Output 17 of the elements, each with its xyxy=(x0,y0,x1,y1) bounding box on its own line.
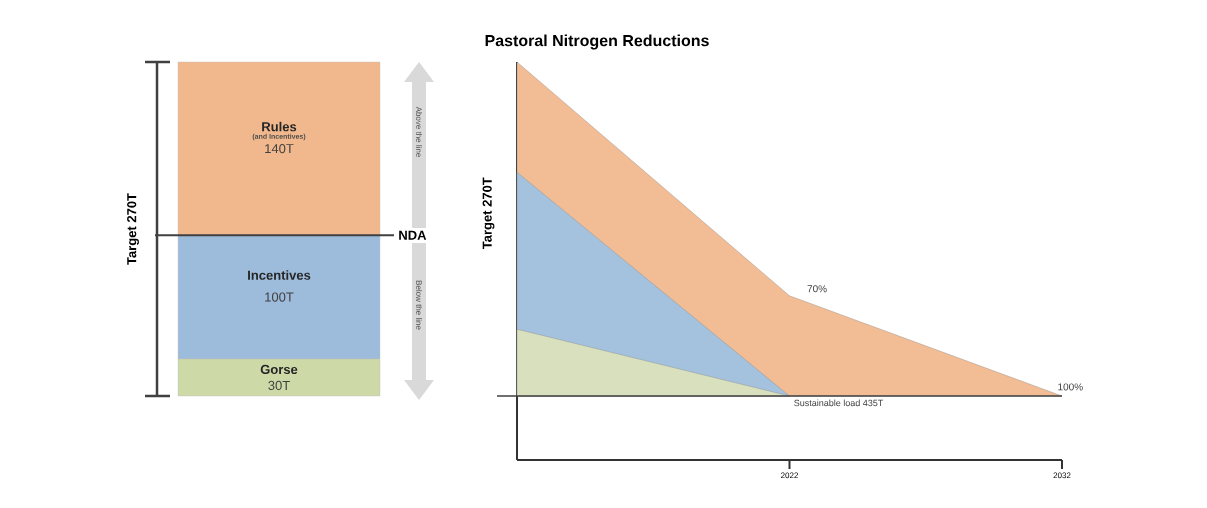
ref-line-label: Sustainable load 435T xyxy=(794,399,884,407)
series-label: Gorse xyxy=(260,364,298,375)
annotation: 100% xyxy=(1058,383,1083,391)
y-axis-title: Target 270T xyxy=(482,177,495,250)
chart-title: Pastoral Nitrogen Reductions xyxy=(485,34,709,50)
text: Below the line xyxy=(416,280,422,330)
text: Above the line xyxy=(416,106,422,157)
data-label: 100T xyxy=(265,292,294,302)
series-label: Rules xyxy=(262,121,297,132)
x-tick-label: 2022 xyxy=(781,472,798,479)
ref-line-label: NDA xyxy=(399,230,427,240)
y-axis-title: Target 270T xyxy=(127,193,139,265)
data-label: 30T xyxy=(268,380,290,391)
x-tick-label: 2032 xyxy=(1053,472,1071,479)
annotation: 70% xyxy=(807,285,827,293)
series-label: Incentives xyxy=(248,270,311,280)
data-label: 140T xyxy=(265,143,294,154)
